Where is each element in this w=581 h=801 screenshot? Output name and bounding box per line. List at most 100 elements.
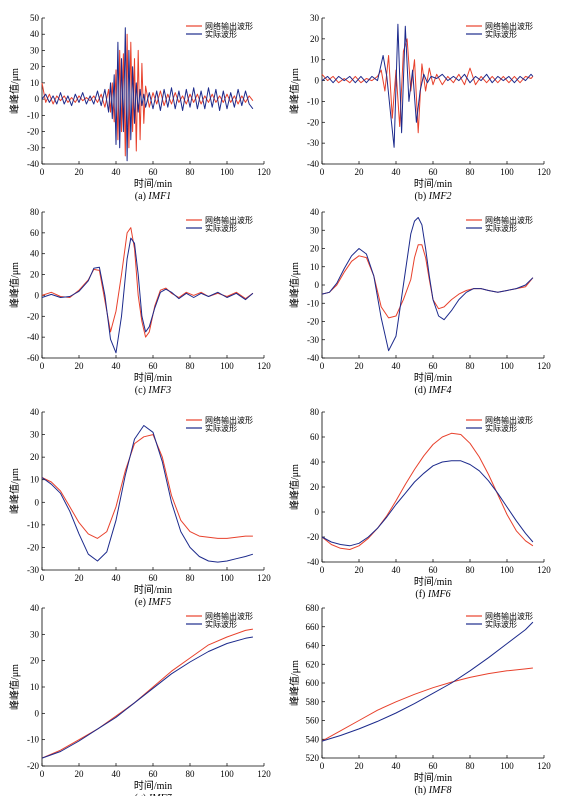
y-tick-label: 30 <box>30 430 40 440</box>
y-tick-label: 40 <box>310 457 320 467</box>
y-tick-label: 0 <box>35 708 40 718</box>
x-tick-label: 20 <box>355 761 365 771</box>
panel-caption: (f) IMF6 <box>415 589 450 600</box>
y-tick-label: 40 <box>30 407 40 417</box>
x-tick-label: 0 <box>40 769 45 779</box>
y-tick-label: 0 <box>35 290 40 300</box>
y-tick-label: 620 <box>306 659 320 669</box>
x-axis-label: 时间/min <box>134 779 172 792</box>
y-tick-label: -10 <box>307 96 319 106</box>
y-tick-label: 20 <box>310 482 320 492</box>
y-axis-label: 峰峰值/μm <box>288 262 301 308</box>
caption-prefix: (c) <box>135 385 149 396</box>
legend-label: 网络输出波形 <box>485 415 533 425</box>
x-tick-label: 120 <box>257 573 271 583</box>
y-tick-label: 520 <box>306 753 320 763</box>
y-tick-label: 680 <box>306 603 320 613</box>
series-line-actual <box>41 237 254 354</box>
x-tick-label: 120 <box>537 167 551 177</box>
y-tick-label: 0 <box>315 507 320 517</box>
panel-caption: (a) IMF1 <box>135 191 171 202</box>
y-axis-label: 峰峰值/μm <box>8 68 21 114</box>
x-tick-label: 20 <box>355 167 365 177</box>
x-tick-label: 60 <box>429 167 439 177</box>
chart-panel-5: 0 20 40 60 80 100 120 -30 -20 -10 0 10 20 30 40 网络输出波形实… <box>8 407 271 608</box>
y-tick-label: 0 <box>315 280 320 290</box>
y-tick-label: 30 <box>310 225 320 235</box>
legend-label: 实际波形 <box>205 29 237 39</box>
y-tick-label: -10 <box>27 520 39 530</box>
series-line-network-output <box>321 244 534 319</box>
chart-panel-6: 0 20 40 60 80 100 120 -40 -20 0 20 40 60 80 网络输出波形实际波形… <box>288 407 551 600</box>
series-line-network-output <box>321 667 533 742</box>
legend-label: 网络输出波形 <box>485 21 533 31</box>
y-tick-label: 10 <box>30 475 40 485</box>
series-line-network-output <box>41 434 253 539</box>
y-tick-label: -20 <box>27 761 39 771</box>
y-tick-label: -30 <box>27 143 39 153</box>
caption-imf-name: IMF4 <box>428 385 452 396</box>
y-tick-label: 640 <box>306 641 320 651</box>
series-line-actual <box>41 425 254 563</box>
y-axis-label: 峰峰值/μm <box>8 262 21 308</box>
y-tick-label: -10 <box>307 298 319 308</box>
x-axis-label: 时间/min <box>414 771 452 784</box>
y-tick-label: -20 <box>307 532 319 542</box>
y-tick-label: -20 <box>27 542 39 552</box>
series-line-network-output <box>41 628 253 759</box>
panel-caption: (d) IMF4 <box>415 385 452 396</box>
y-tick-label: -30 <box>27 565 39 575</box>
y-tick-label: 10 <box>310 55 320 65</box>
y-tick-label: 10 <box>30 78 40 88</box>
x-tick-label: 0 <box>40 573 45 583</box>
caption-imf-name: IMF5 <box>147 597 171 608</box>
y-tick-label: 30 <box>30 629 40 639</box>
chart-panel-8: 0 20 40 60 80 100 120 520 540 560 580 600 620 640 660 6… <box>288 603 551 796</box>
x-tick-label: 120 <box>257 167 271 177</box>
y-tick-label: -20 <box>307 117 319 127</box>
x-tick-label: 120 <box>537 761 551 771</box>
x-tick-label: 100 <box>220 573 234 583</box>
x-tick-label: 120 <box>257 769 271 779</box>
y-tick-label: 20 <box>30 656 40 666</box>
y-tick-label: -60 <box>27 353 39 363</box>
y-tick-label: 20 <box>30 452 40 462</box>
x-tick-label: 40 <box>392 565 402 575</box>
y-tick-label: 40 <box>30 29 40 39</box>
x-tick-label: 0 <box>320 565 325 575</box>
x-axis-label: 时间/min <box>134 583 172 596</box>
chart-panel-4: 0 20 40 60 80 100 120 -40 -30 -20 -10 0 10 20 30 40 网络输出… <box>288 207 551 396</box>
y-tick-label: 60 <box>30 228 40 238</box>
caption-prefix: (a) <box>135 191 149 202</box>
x-tick-label: 60 <box>149 769 159 779</box>
y-tick-label: -30 <box>307 138 319 148</box>
legend-label: 实际波形 <box>485 29 517 39</box>
y-tick-label: -10 <box>27 110 39 120</box>
legend-label: 实际波形 <box>205 423 237 433</box>
y-tick-label: 30 <box>30 45 40 55</box>
x-tick-label: 80 <box>466 565 476 575</box>
y-tick-label: -40 <box>27 332 39 342</box>
y-tick-label: 20 <box>30 62 40 72</box>
y-tick-label: -20 <box>27 127 39 137</box>
x-tick-label: 40 <box>112 573 122 583</box>
chart-panel-7: 0 20 40 60 80 100 120 -20 -10 0 10 20 30 40 网络输出波形实际波形… <box>8 603 271 801</box>
x-axis-label: 时间/min <box>134 371 172 384</box>
y-tick-label: 40 <box>30 603 40 613</box>
x-axis-label: 时间/min <box>414 371 452 384</box>
x-tick-label: 40 <box>392 167 402 177</box>
x-tick-label: 40 <box>112 361 122 371</box>
legend-label: 网络输出波形 <box>205 611 253 621</box>
y-axis-label: 峰峰值/μm <box>8 468 21 514</box>
x-tick-label: 60 <box>149 573 159 583</box>
x-tick-label: 0 <box>40 167 45 177</box>
x-tick-label: 100 <box>220 769 234 779</box>
legend-label: 网络输出波形 <box>205 215 253 225</box>
x-tick-label: 100 <box>500 761 514 771</box>
x-tick-label: 60 <box>149 361 159 371</box>
x-axis-label: 时间/min <box>414 177 452 190</box>
y-tick-label: -40 <box>307 353 319 363</box>
panel-caption: (b) IMF2 <box>415 191 452 202</box>
y-tick-label: -30 <box>307 335 319 345</box>
y-tick-label: 30 <box>310 13 320 23</box>
